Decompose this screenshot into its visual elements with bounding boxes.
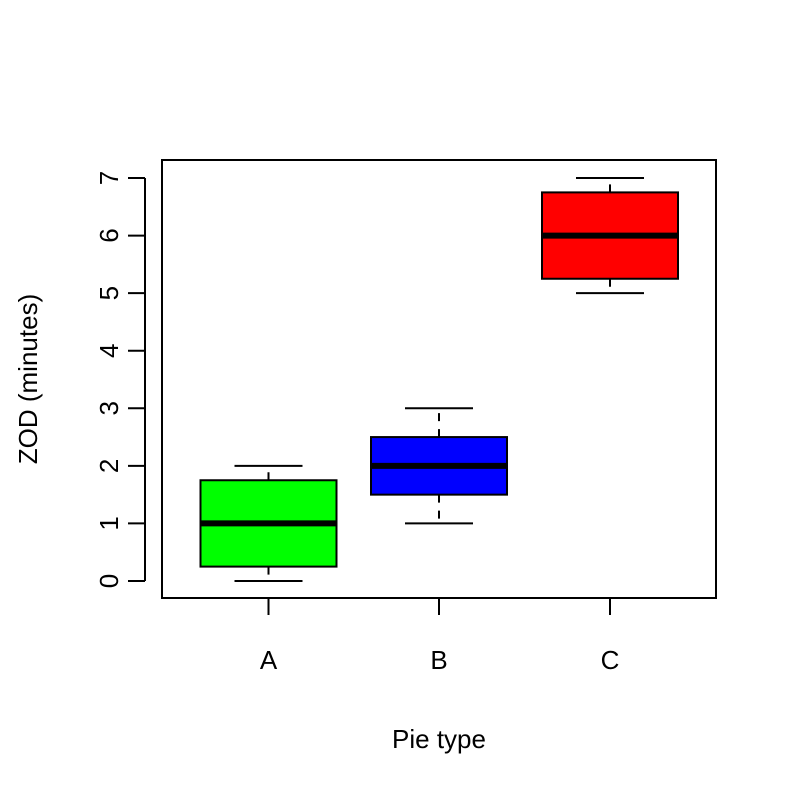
x-tick-label: B <box>430 645 447 675</box>
y-tick-label: 6 <box>94 228 124 242</box>
x-tick-label: A <box>260 645 278 675</box>
y-tick-label: 4 <box>94 343 124 357</box>
y-tick-label: 1 <box>94 516 124 530</box>
y-tick-label: 5 <box>94 286 124 300</box>
x-axis: A B C <box>260 598 620 675</box>
y-axis-title: ZOD (minutes) <box>13 294 43 464</box>
boxes-layer <box>199 177 679 582</box>
x-axis-title: Pie type <box>392 724 486 754</box>
y-axis: 0 1 2 3 4 5 6 7 <box>94 171 146 588</box>
y-tick-label: 3 <box>94 401 124 415</box>
y-tick-label: 0 <box>94 574 124 588</box>
y-tick-label: 7 <box>94 171 124 185</box>
y-tick-label: 2 <box>94 459 124 473</box>
box-group-c <box>541 177 679 295</box>
x-tick-label: C <box>601 645 620 675</box>
box-group-b <box>370 407 508 525</box>
box-group-a <box>199 464 338 582</box>
